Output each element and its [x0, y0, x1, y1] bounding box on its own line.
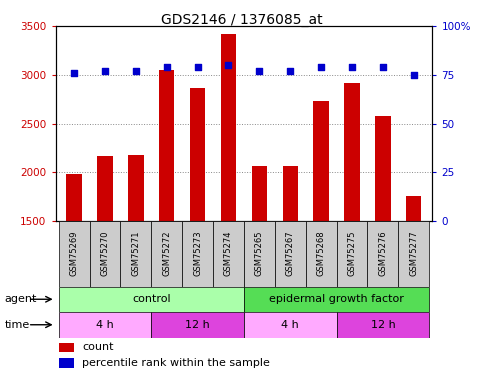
Point — [225, 62, 232, 68]
Bar — [283, 166, 298, 221]
Bar — [252, 166, 267, 221]
Bar — [151, 221, 182, 286]
Point — [101, 68, 109, 74]
Bar — [58, 286, 244, 312]
Bar — [398, 221, 429, 286]
Text: GSM75276: GSM75276 — [378, 231, 387, 276]
Text: GSM75270: GSM75270 — [100, 231, 110, 276]
Bar — [337, 312, 429, 338]
Text: 12 h: 12 h — [370, 320, 395, 330]
Text: GSM75269: GSM75269 — [70, 231, 79, 276]
Text: GSM75274: GSM75274 — [224, 231, 233, 276]
Text: percentile rank within the sample: percentile rank within the sample — [82, 358, 270, 368]
Text: count: count — [82, 342, 114, 352]
Text: 4 h: 4 h — [96, 320, 114, 330]
Bar — [59, 358, 74, 368]
Bar — [66, 174, 82, 221]
Bar — [244, 286, 429, 312]
Bar — [344, 83, 360, 221]
Text: agent: agent — [5, 294, 37, 304]
Text: 4 h: 4 h — [282, 320, 299, 330]
Bar — [128, 155, 143, 221]
Bar — [182, 221, 213, 286]
Bar — [368, 221, 398, 286]
Bar — [244, 221, 275, 286]
Bar — [375, 116, 391, 221]
Point — [410, 72, 418, 78]
Bar — [58, 221, 89, 286]
Text: time: time — [5, 320, 30, 330]
Bar — [159, 70, 174, 221]
Bar — [89, 221, 120, 286]
Bar — [97, 156, 113, 221]
Bar — [120, 221, 151, 286]
Text: GSM75273: GSM75273 — [193, 231, 202, 276]
Bar — [58, 312, 151, 338]
Point — [70, 70, 78, 76]
Text: GSM75271: GSM75271 — [131, 231, 141, 276]
Bar — [337, 221, 368, 286]
Point — [194, 64, 201, 70]
Text: GSM75267: GSM75267 — [286, 231, 295, 276]
Bar — [59, 343, 74, 352]
Point — [317, 64, 325, 70]
Point — [132, 68, 140, 74]
Text: 12 h: 12 h — [185, 320, 210, 330]
Bar — [306, 221, 337, 286]
Point — [286, 68, 294, 74]
Text: GSM75268: GSM75268 — [317, 231, 326, 276]
Bar — [244, 312, 337, 338]
Bar — [313, 101, 329, 221]
Bar — [406, 196, 422, 221]
Point — [379, 64, 387, 70]
Point — [163, 64, 170, 70]
Bar — [221, 34, 236, 221]
Bar — [151, 312, 244, 338]
Text: GSM75277: GSM75277 — [409, 231, 418, 276]
Text: GDS2146 / 1376085_at: GDS2146 / 1376085_at — [161, 13, 322, 27]
Text: GSM75275: GSM75275 — [347, 231, 356, 276]
Bar — [213, 221, 244, 286]
Text: control: control — [132, 294, 170, 304]
Text: GSM75265: GSM75265 — [255, 231, 264, 276]
Text: GSM75272: GSM75272 — [162, 231, 171, 276]
Bar — [190, 87, 205, 221]
Point — [256, 68, 263, 74]
Bar — [275, 221, 306, 286]
Text: epidermal growth factor: epidermal growth factor — [269, 294, 404, 304]
Point — [348, 64, 356, 70]
